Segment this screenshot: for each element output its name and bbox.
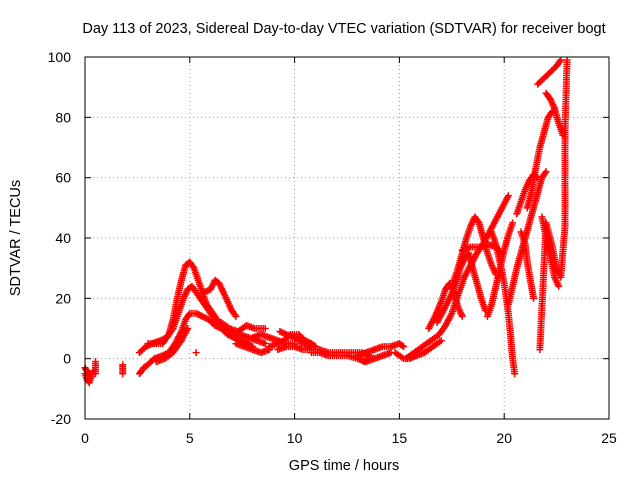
data-point <box>195 311 203 319</box>
data-point <box>86 373 94 381</box>
data-point <box>281 330 289 338</box>
x-tick-label: 5 <box>186 430 194 446</box>
data-point <box>244 340 252 348</box>
data-point <box>509 219 517 227</box>
x-tick-label: 20 <box>496 430 512 446</box>
x-axis-label: GPS time / hours <box>289 458 399 474</box>
data-point <box>437 337 445 345</box>
data-point <box>563 56 571 64</box>
y-tick-label: 60 <box>55 170 71 186</box>
data-point <box>232 312 240 320</box>
data-point <box>366 355 374 363</box>
axis-ticks <box>84 56 610 420</box>
grid-lines <box>85 57 609 419</box>
data-point <box>164 332 172 340</box>
y-tick-label: -20 <box>51 411 71 427</box>
y-tick-label: 0 <box>63 351 71 367</box>
data-points <box>81 56 571 387</box>
data-point <box>277 338 285 346</box>
data-point <box>542 168 550 176</box>
data-point <box>85 371 93 379</box>
y-tick-label: 40 <box>55 230 71 246</box>
data-point <box>363 356 371 364</box>
data-point <box>184 325 192 332</box>
data-point <box>204 287 212 295</box>
data-point <box>211 321 219 329</box>
data-point <box>276 328 284 336</box>
data-point <box>200 313 208 321</box>
y-tick-label: 80 <box>55 109 71 125</box>
data-point <box>198 312 206 320</box>
data-point <box>279 329 287 337</box>
data-point <box>530 294 538 302</box>
data-point <box>197 312 205 320</box>
data-point <box>145 341 153 349</box>
data-point <box>261 340 269 348</box>
y-tick-label: 100 <box>48 49 72 65</box>
x-tick-label: 25 <box>601 430 617 446</box>
data-point <box>202 314 210 322</box>
data-point <box>213 322 221 330</box>
data-point <box>547 109 555 117</box>
data-point <box>504 192 512 200</box>
x-tick-label: 10 <box>287 430 303 446</box>
x-tick-label: 0 <box>81 430 89 446</box>
data-point <box>361 357 369 365</box>
data-point <box>275 339 283 347</box>
data-point <box>458 312 466 320</box>
data-point <box>194 310 202 318</box>
data-point <box>185 311 193 319</box>
data-point <box>119 370 127 378</box>
data-point <box>189 263 197 271</box>
data-point <box>274 340 282 348</box>
data-point <box>474 217 482 225</box>
y-axis-tick-labels: -20 0 20 40 60 80 100 <box>48 49 72 427</box>
data-point <box>200 288 208 296</box>
data-point <box>541 169 549 177</box>
data-point <box>91 370 99 378</box>
data-point <box>398 342 406 350</box>
data-point <box>192 309 200 317</box>
y-tick-label: 20 <box>55 290 71 306</box>
x-axis-tick-labels: 0 5 10 15 20 25 <box>81 430 617 446</box>
plot-area-frame <box>84 56 610 420</box>
data-point <box>192 349 200 357</box>
data-point <box>261 325 269 332</box>
data-point <box>202 288 210 296</box>
data-point <box>400 343 408 351</box>
data-point <box>364 355 372 363</box>
data-point <box>556 58 564 66</box>
x-tick-label: 15 <box>392 430 408 446</box>
data-point <box>555 282 563 290</box>
data-point <box>511 370 519 378</box>
data-point <box>231 311 239 319</box>
data-point <box>360 358 368 366</box>
y-axis-label: SDTVAR / TECUs <box>8 180 24 296</box>
data-point <box>278 328 285 336</box>
chart-title: Day 113 of 2023, Sidereal Day-to-day VTE… <box>82 21 605 37</box>
data-point <box>557 56 565 64</box>
